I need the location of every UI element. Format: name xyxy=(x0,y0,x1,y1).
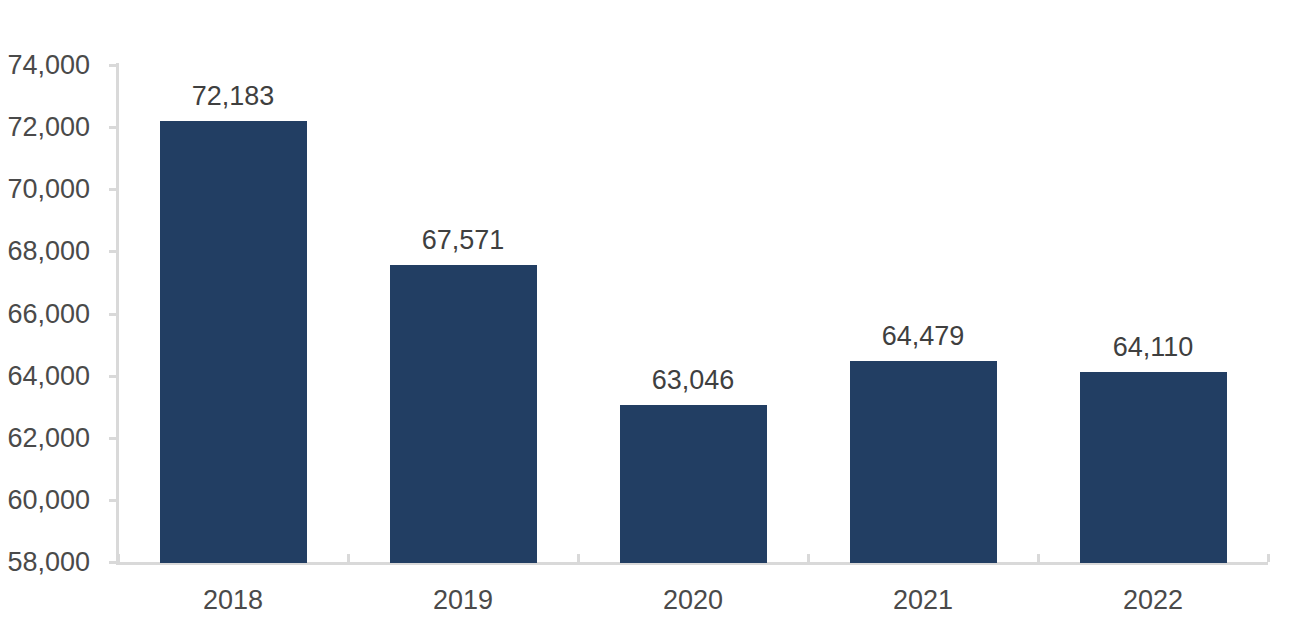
x-axis-tick xyxy=(807,554,810,562)
bar-value-label: 72,183 xyxy=(192,80,275,112)
x-axis-category-label: 2019 xyxy=(433,584,493,616)
y-axis-tick-label: 58,000 xyxy=(7,546,90,578)
x-axis-tick xyxy=(1267,554,1270,562)
x-axis-tick xyxy=(347,554,350,562)
y-axis-tick xyxy=(109,250,117,253)
bar-value-label: 67,571 xyxy=(422,224,505,256)
y-axis-tick-label: 66,000 xyxy=(7,298,90,330)
y-axis-tick xyxy=(109,126,117,129)
y-axis-tick xyxy=(109,499,117,502)
y-axis-tick xyxy=(109,313,117,316)
y-axis-tick xyxy=(109,375,117,378)
y-axis-tick-label: 72,000 xyxy=(7,111,90,143)
y-axis-tick-label: 74,000 xyxy=(7,49,90,81)
y-axis-tick xyxy=(109,437,117,440)
bar-2019 xyxy=(390,265,537,563)
x-axis-category-label: 2020 xyxy=(663,584,723,616)
x-axis-category-label: 2018 xyxy=(203,584,263,616)
bar-2018 xyxy=(160,121,307,563)
bar-2020 xyxy=(620,405,767,563)
x-axis-tick xyxy=(577,554,580,562)
y-axis-tick-label: 70,000 xyxy=(7,173,90,205)
y-axis-tick xyxy=(109,64,117,67)
bar-2021 xyxy=(850,361,997,563)
x-axis-category-label: 2022 xyxy=(1123,584,1183,616)
y-axis-tick-label: 64,000 xyxy=(7,360,90,392)
x-axis-tick xyxy=(117,554,120,562)
bar-value-label: 64,110 xyxy=(1113,331,1194,363)
x-axis-category-label: 2021 xyxy=(893,584,953,616)
y-axis-tick xyxy=(109,188,117,191)
y-axis-tick-label: 60,000 xyxy=(7,484,90,516)
y-axis-tick-label: 68,000 xyxy=(7,235,90,267)
y-axis-tick-label: 62,000 xyxy=(7,422,90,454)
bar-2022 xyxy=(1080,372,1227,563)
bar-value-label: 63,046 xyxy=(652,364,735,396)
bar-value-label: 64,479 xyxy=(882,320,965,352)
bar-chart: 74,000 72,000 70,000 68,000 66,000 64,000 62,0… xyxy=(0,0,1300,630)
x-axis-tick xyxy=(1037,554,1040,562)
